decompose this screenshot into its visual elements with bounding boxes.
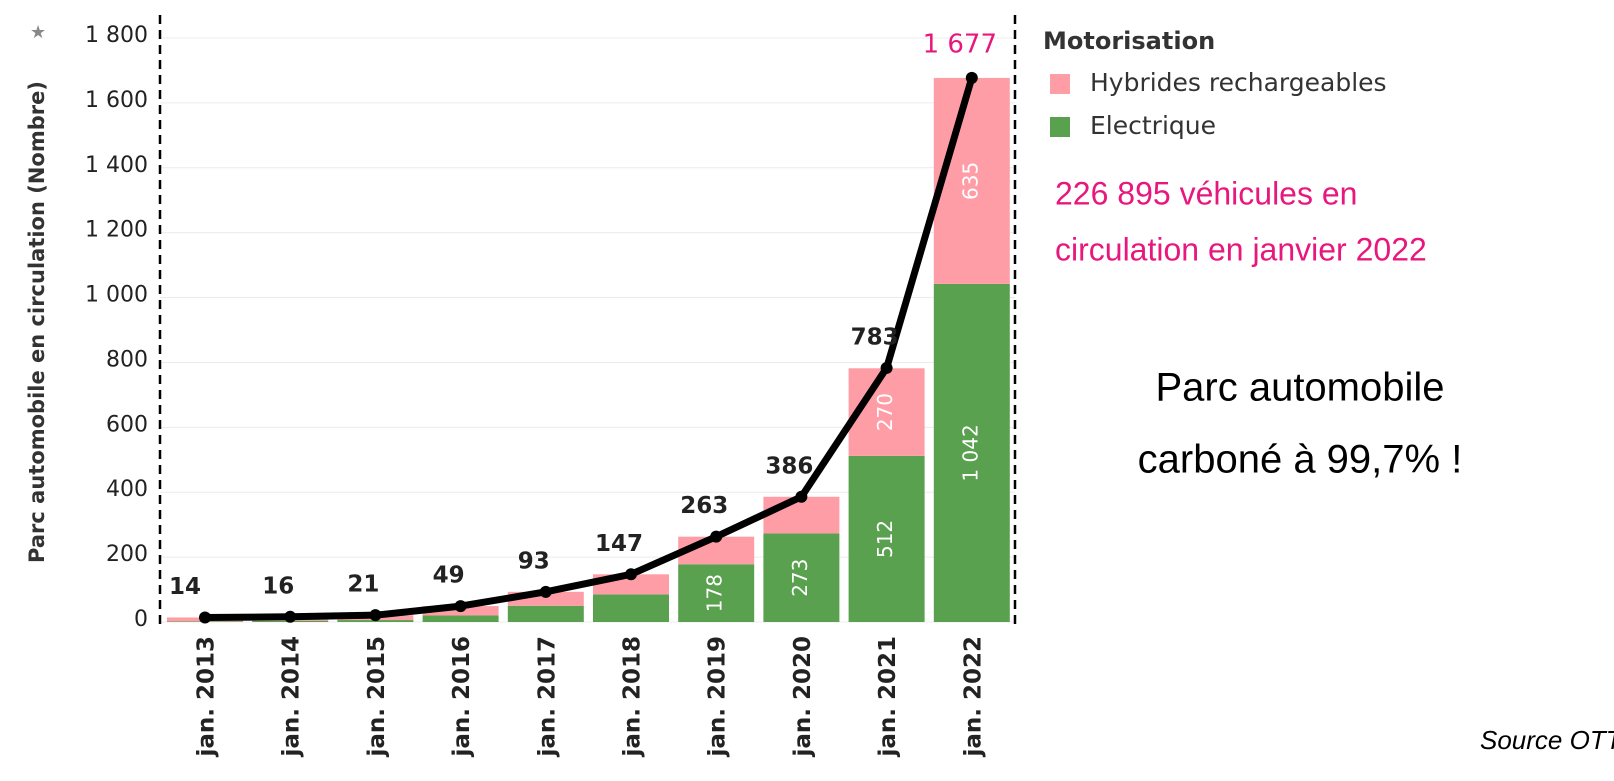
total-label: 783 [851, 324, 899, 350]
bar-segment [763, 496, 840, 534]
segment-label: 512 [873, 520, 897, 558]
y-tick-label: 800 [106, 347, 148, 372]
x-tick-label: jan. 2021 [875, 636, 901, 758]
x-tick-label: jan. 2015 [364, 636, 390, 758]
segment-label: 270 [873, 393, 897, 431]
y-tick-label: 1 200 [85, 218, 148, 243]
total-line [204, 76, 976, 621]
legend-label: Electrique [1090, 111, 1216, 140]
x-tick-label: jan. 2016 [449, 636, 475, 758]
total-point [880, 361, 893, 374]
bar-segment [422, 615, 499, 622]
source: Source OTT [1480, 725, 1614, 755]
x-tick-label: jan. 2013 [194, 636, 220, 758]
total-point [454, 600, 467, 613]
x-tick-label: jan. 2017 [534, 636, 560, 758]
total-point [369, 609, 382, 622]
y-tick-label: 1 000 [85, 283, 148, 308]
total-point [199, 611, 211, 624]
total-point [965, 71, 978, 84]
total-label: 16 [262, 573, 294, 599]
annotation: circulation en janvier 2022 [1055, 231, 1427, 267]
bar-segment [848, 455, 925, 622]
bar-segment [933, 77, 1010, 284]
total-point [539, 585, 552, 598]
y-tick-label: 1 600 [85, 88, 148, 113]
total-label: 21 [347, 572, 379, 598]
total-label: 93 [518, 548, 550, 574]
total-label: 49 [433, 563, 465, 589]
total-label: 263 [680, 493, 728, 519]
total-point [710, 530, 723, 543]
bar-segment [593, 594, 669, 622]
y-tick-label: 1 800 [85, 23, 148, 48]
segment-label: 178 [703, 574, 727, 612]
legend-swatch [1050, 74, 1070, 94]
segment-label: 1 042 [958, 424, 982, 481]
legend-label: Hybrides rechargeables [1090, 68, 1387, 97]
total-point [795, 490, 808, 503]
total-label: 1 677 [923, 29, 997, 59]
y-tick-label: 1 400 [85, 153, 148, 178]
pin-icon: ★ [30, 22, 46, 43]
segment-label: 635 [958, 162, 982, 200]
bar-segment [678, 564, 755, 622]
segment-label: 273 [788, 559, 812, 597]
annotation: 226 895 véhicules en [1055, 175, 1357, 211]
bar-segment [933, 283, 1010, 622]
x-tick-label: jan. 2020 [790, 636, 816, 758]
total-point [284, 610, 297, 623]
total-label: 14 [169, 574, 201, 600]
x-tick-label: jan. 2018 [620, 636, 646, 758]
bar-segment [507, 605, 584, 622]
y-tick-label: 200 [106, 542, 148, 567]
bar-segment [763, 533, 840, 622]
annotation: carboné à 99,7% ! [1138, 438, 1463, 482]
y-tick-label: 600 [106, 412, 148, 437]
total-label: 386 [765, 453, 813, 479]
total-point [625, 568, 637, 581]
legend-swatch [1050, 117, 1070, 137]
legend-title: Motorisation [1043, 27, 1215, 55]
y-tick-label: 0 [134, 607, 148, 632]
total-label: 147 [595, 531, 643, 557]
y-axis-label: Parc automobile en circulation (Nombre) [25, 81, 49, 563]
x-tick-label: jan. 2019 [705, 636, 731, 758]
y-tick-label: 400 [106, 477, 148, 502]
x-tick-label: jan. 2022 [960, 636, 986, 758]
x-tick-label: jan. 2014 [279, 636, 305, 758]
annotation: Parc automobile [1155, 366, 1444, 410]
